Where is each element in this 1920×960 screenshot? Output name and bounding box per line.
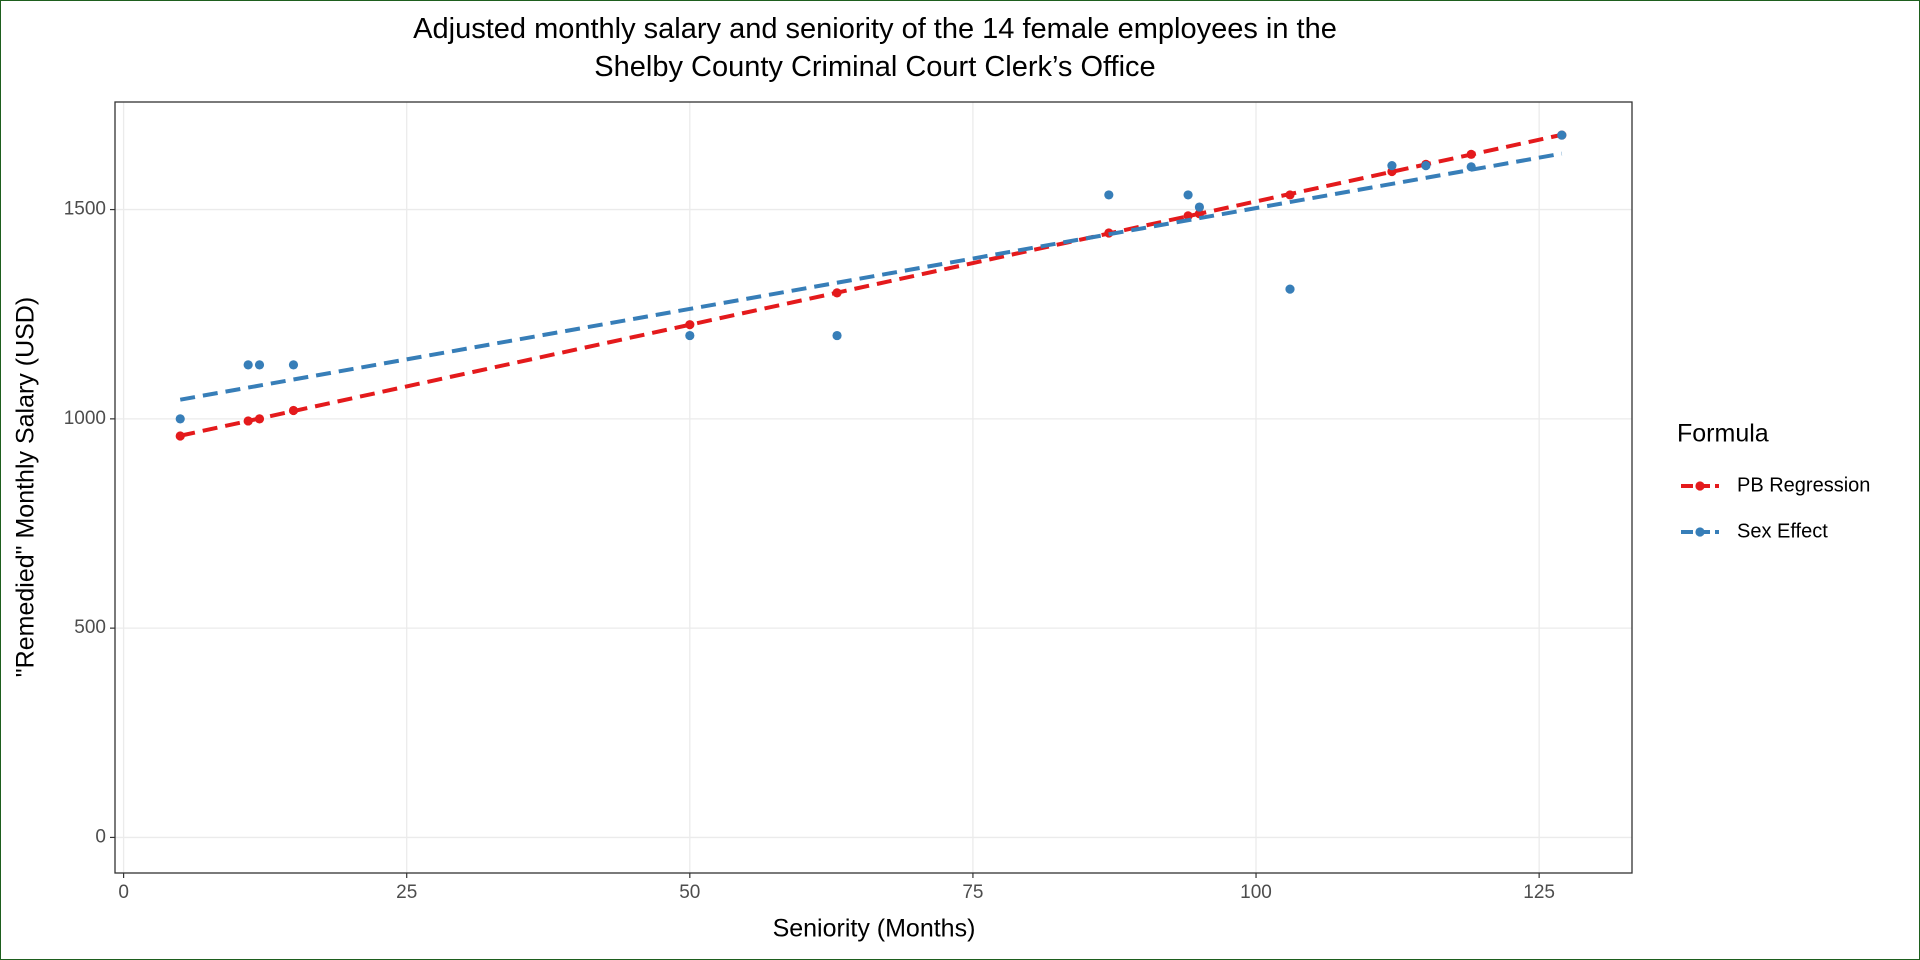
point: [1421, 161, 1431, 171]
point: [1194, 202, 1205, 212]
x-tick-label: 100: [1240, 882, 1272, 903]
y-tick-label: 0: [95, 826, 106, 847]
legend-key-point: [1695, 481, 1705, 491]
point: [685, 330, 695, 341]
point: [254, 360, 265, 370]
point: [1387, 161, 1397, 171]
plot-border: [114, 101, 1633, 874]
point: [1285, 190, 1295, 200]
point: [1466, 149, 1476, 159]
y-tick-label: 500: [74, 617, 106, 638]
point: [1183, 190, 1193, 200]
y-tick-label: 1000: [64, 408, 106, 429]
point: [1104, 190, 1114, 200]
point: [1557, 130, 1567, 140]
legend-key-point: [1695, 527, 1705, 537]
legend-label: Sex Effect: [1737, 520, 1828, 542]
legend-label: PB Regression: [1737, 474, 1870, 496]
point: [832, 330, 842, 341]
legend-title: Formula: [1677, 420, 1769, 448]
point: [288, 360, 299, 370]
trend-line: [179, 132, 1563, 438]
point: [175, 431, 185, 441]
point: [175, 414, 185, 424]
chart-title: Adjusted monthly salary and seniority of…: [413, 13, 1337, 83]
x-tick-label: 0: [118, 882, 129, 903]
point: [685, 320, 695, 330]
x-tick-label: 125: [1523, 882, 1555, 903]
point: [288, 405, 299, 416]
y-tick-label: 1500: [64, 199, 106, 220]
point: [832, 288, 842, 298]
point: [243, 360, 253, 370]
x-axis-title: Seniority (Months): [773, 915, 976, 943]
x-tick-label: 50: [679, 882, 700, 903]
point: [243, 416, 253, 426]
point: [1466, 162, 1476, 172]
y-axis-title: "Remedied" Monthly Salary (USD): [12, 297, 40, 677]
point: [254, 414, 265, 424]
x-tick-label: 75: [962, 882, 983, 903]
x-tick-label: 25: [396, 882, 417, 903]
point: [1285, 284, 1295, 294]
trend-line: [179, 151, 1563, 402]
